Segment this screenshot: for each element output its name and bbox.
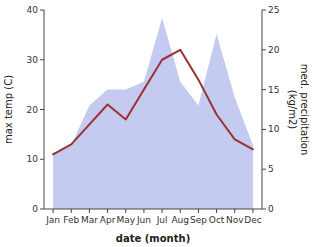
y2-tick: [262, 10, 266, 11]
x-tick: [53, 209, 54, 213]
y2-tick-label: 10: [268, 124, 280, 134]
x-tick-label: Nov: [226, 215, 244, 225]
x-tick: [216, 209, 217, 213]
x-axis-label: date (month): [116, 233, 190, 244]
x-tick-label: May: [116, 215, 135, 225]
x-tick-label: Aug: [171, 215, 189, 225]
x-tick-label: Mar: [81, 215, 98, 225]
y-tick-label: 0: [32, 204, 38, 214]
x-tick: [125, 209, 126, 213]
x-tick-label: Feb: [63, 215, 79, 225]
y2-axis-line: [262, 10, 263, 209]
x-tick: [107, 209, 108, 213]
y2-tick-label: 25: [268, 5, 279, 15]
x-tick-label: Dec: [244, 215, 261, 225]
chart: 0 10 20 30 40 0 5 10 15 20 25 JanFebMarAprMayJun Jul…: [0, 0, 318, 247]
x-tick-label: Jan: [45, 215, 60, 225]
axes: 0 10 20 30 40 0 5 10 15 20 25 JanFebMarAprMayJun Jul…: [27, 5, 280, 225]
x-tick: [71, 209, 72, 213]
x-tick-label: Jun: [136, 215, 151, 225]
x-tick-label: Apr: [100, 215, 116, 225]
precipitation-area: [53, 18, 253, 209]
x-tick-label: Oct: [209, 215, 225, 225]
x-tick: [180, 209, 181, 213]
x-tick-label: Jul: [156, 215, 168, 225]
y-tick-label: 40: [27, 5, 39, 15]
y-tick: [40, 109, 44, 110]
y2-tick: [262, 169, 266, 170]
y2-tick-label: 15: [268, 85, 279, 95]
y-tick-label: 10: [27, 154, 39, 164]
y2-tick-label: 20: [268, 45, 280, 55]
y2-tick: [262, 129, 266, 130]
y2-tick-label: 0: [268, 204, 274, 214]
x-tick: [89, 209, 90, 213]
y2-tick: [262, 49, 266, 50]
y2-tick-label: 5: [268, 164, 274, 174]
y-tick-label: 30: [27, 55, 39, 65]
y2-tick: [262, 89, 266, 90]
y-tick: [40, 10, 44, 11]
y-tick: [40, 209, 44, 210]
y-tick: [40, 59, 44, 60]
y-tick: [40, 159, 44, 160]
x-axis-line: [44, 209, 262, 210]
temperature-line: [53, 50, 253, 154]
x-tick: [198, 209, 199, 213]
y2-tick: [262, 209, 266, 210]
x-tick: [234, 209, 235, 213]
plot-area: [53, 18, 253, 209]
x-tick-label: Sep: [190, 215, 207, 225]
y-tick-label: 20: [27, 105, 39, 115]
x-tick: [162, 209, 163, 213]
y2-axis-label: med. precipitation(kg/m2): [287, 64, 310, 156]
x-tick: [252, 209, 253, 213]
x-tick: [143, 209, 144, 213]
y-axis-label: max temp (C): [3, 75, 14, 144]
